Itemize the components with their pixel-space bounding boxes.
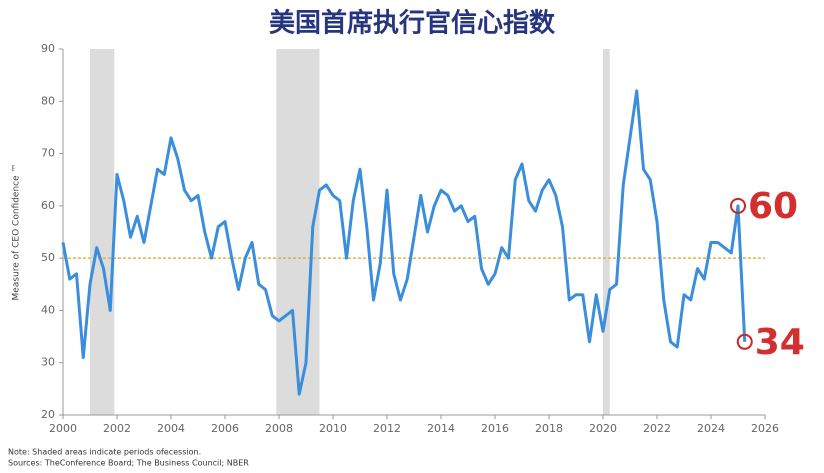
x-tick-label: 2006 (211, 422, 239, 435)
x-tick-label: 2014 (427, 422, 455, 435)
y-tick-label: 30 (41, 356, 55, 369)
x-tick-label: 2010 (319, 422, 347, 435)
recession-shade (90, 49, 115, 415)
data-line (61, 89, 747, 396)
y-tick-label: 90 (41, 42, 55, 55)
x-tick-label: 2022 (643, 422, 671, 435)
x-tick-label: 2016 (481, 422, 509, 435)
x-tick-label: 2000 (49, 422, 77, 435)
x-tick-label: 2008 (265, 422, 293, 435)
x-tick-label: 2024 (697, 422, 725, 435)
y-tick-label: 50 (41, 251, 55, 264)
y-tick-label: 20 (41, 408, 55, 421)
annotation-label: 34 (755, 322, 805, 363)
y-tick-label: 70 (41, 147, 55, 160)
annotation-label: 60 (748, 186, 798, 227)
chart-title: 美国首席执行官信心指数 (269, 8, 556, 39)
annotation-marker (736, 333, 753, 350)
recession-shade (603, 49, 610, 415)
x-tick-label: 2020 (589, 422, 617, 435)
y-tick-label: 40 (41, 303, 55, 316)
x-tick-label: 2002 (103, 422, 131, 435)
y-axis-label: Measure of CEO Confidence ™ (12, 163, 22, 300)
y-tick-label: 60 (41, 199, 55, 212)
note: Note: Shaded areas indicate periods ofec… (8, 448, 201, 457)
x-tick-label: 2004 (157, 422, 185, 435)
source: Sources: TheConference Board; The Busine… (8, 459, 249, 468)
x-tick-label: 2018 (535, 422, 563, 435)
x-tick-label: 2026 (751, 422, 779, 435)
x-tick-label: 2012 (373, 422, 401, 435)
annotation-marker (730, 197, 746, 214)
y-tick-label: 80 (41, 94, 55, 107)
